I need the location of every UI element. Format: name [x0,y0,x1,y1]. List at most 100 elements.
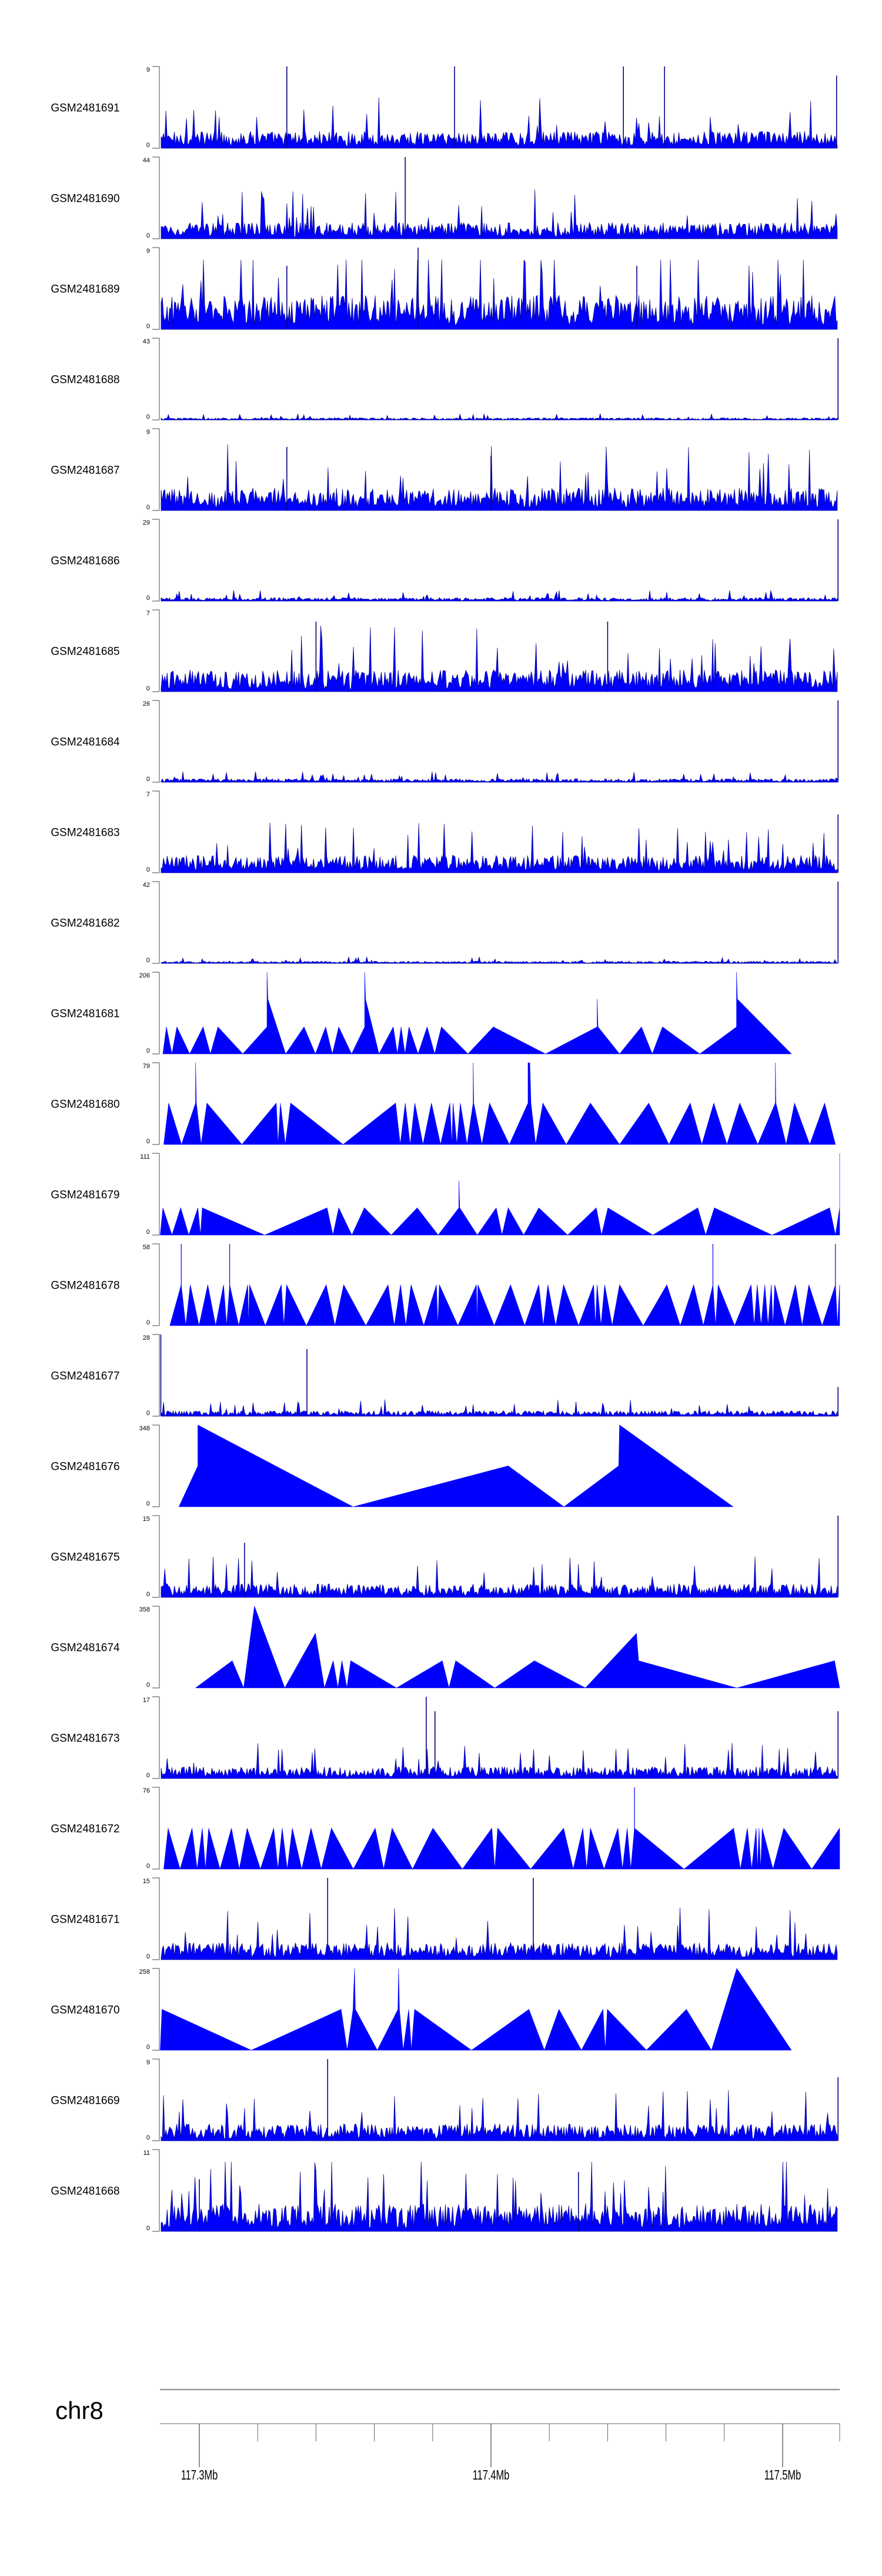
y-tick-label-zero: 0 [146,1138,150,1145]
signal-area [161,189,838,239]
track-label: GSM2481682 [51,917,119,930]
y-tick-label-max: 358 [139,1606,150,1613]
signal-area [161,259,838,330]
track-GSM2481668: GSM2481668 11 0 [51,2149,838,2232]
y-tick-label-max: 15 [143,1878,150,1885]
signal-area [161,444,838,511]
data-tracks: GSM248169190GSM2481690440GSM248168990GSM… [51,66,840,2232]
track-label: GSM2481685 [51,646,119,658]
y-tick-label-max: 206 [139,972,150,979]
y-tick-label-max: 43 [143,338,150,345]
track-label: GSM2481679 [51,1189,119,1202]
track-GSM2481677: GSM2481677 28 0 [51,1334,839,1417]
track-GSM2481680: GSM2481680 79 0 [51,1062,836,1146]
track-label: GSM2481675 [51,1551,119,1564]
track-label: GSM2481681 [51,1008,119,1020]
y-tick-label-zero: 0 [146,413,150,421]
track-label: GSM2481671 [51,1914,119,1926]
track-GSM2481685: GSM2481685 7 0 [51,609,838,692]
y-tick-label-zero: 0 [146,595,150,602]
y-tick-label-zero: 0 [146,504,150,511]
y-tick-label-zero: 0 [146,1047,150,1055]
y-tick-label-zero: 0 [146,1953,150,1960]
track-label: GSM2481677 [51,1370,119,1383]
genome-axis: chr8 117.3Mb 117.4Mb 117.5Mb [55,2388,840,2483]
y-tick-label-max: 9 [146,2059,150,2066]
signal-area [161,2161,838,2232]
y-tick-label-max: 11 [143,2150,150,2157]
y-tick-label-max: 42 [143,882,150,889]
track-GSM2481678: GSM2481678 58 0 [51,1243,840,1327]
y-tick-label-zero: 0 [146,1772,150,1779]
track-GSM2481676: GSM2481676 348 0 [51,1424,734,1507]
ruler-tick-label: 117.4Mb [473,2468,510,2482]
track-label: GSM2481669 [51,2095,119,2107]
y-tick-label-zero: 0 [146,323,150,330]
track-GSM2481673: GSM2481673 17 0 [51,1696,839,1779]
signal-area [161,1556,838,1598]
track-GSM2481674: GSM2481674 358 0 [51,1606,840,1689]
signal-area [161,97,838,149]
track-GSM2481669: GSM2481669 9 0 [51,2058,839,2141]
y-tick-label-max: 29 [143,519,150,526]
track-label: GSM2481684 [51,736,120,749]
y-tick-label-max: 111 [140,1153,150,1160]
y-tick-label-zero: 0 [146,1591,150,1598]
y-tick-label-zero: 0 [146,1500,150,1507]
track-label: GSM2481690 [51,193,119,205]
chromosome-label: chr8 [55,2397,103,2424]
y-tick-label-zero: 0 [146,776,150,783]
y-tick-label-max: 26 [143,700,150,708]
track-GSM2481683: GSM2481683 7 0 [51,790,839,873]
track-label: GSM2481673 [51,1733,119,1745]
signal-area [161,1743,838,1779]
track-GSM2481679: GSM2481679 111 0 [51,1153,840,1236]
y-tick-label-max: 58 [143,1244,150,1251]
track-label: GSM2481691 [51,102,119,115]
y-tick-label-max: 79 [143,1063,150,1070]
y-tick-label-zero: 0 [146,1410,150,1417]
track-GSM2481684: GSM2481684 26 0 [51,700,839,783]
y-tick-label-zero: 0 [146,866,150,873]
track-GSM2481688: GSM2481688 43 0 [51,338,839,421]
track-label: GSM2481686 [51,555,119,568]
y-tick-label-zero: 0 [146,1863,150,1870]
y-tick-label-zero: 0 [146,1319,150,1326]
ruler-tick-label: 117.3Mb [181,2468,218,2482]
y-tick-label-zero: 0 [146,2225,150,2232]
track-label: GSM2481688 [51,374,119,386]
y-tick-label-zero: 0 [146,2134,150,2141]
track-GSM2481691: GSM2481691 9 0 [51,66,838,149]
track-label: GSM2481689 [51,283,119,296]
ruler-tick-label: 117.5Mb [764,2468,801,2482]
y-tick-label-max: 15 [143,1516,150,1523]
track-GSM2481687: GSM2481687 9 0 [51,428,838,511]
signal-area [161,625,838,692]
track-label: GSM2481687 [51,465,119,477]
track-GSM2481689: GSM2481689 9 0 [51,247,838,330]
track-GSM2481675: GSM2481675 15 0 [51,1515,839,1598]
track-GSM2481682: GSM2481682 42 0 [51,881,839,964]
signal-area [161,771,838,783]
y-tick-label-max: 7 [146,791,150,798]
y-tick-label-max: 44 [143,157,150,164]
y-tick-label-zero: 0 [146,1681,150,1689]
y-tick-label-zero: 0 [146,1229,150,1236]
y-tick-label-max: 9 [146,248,150,255]
signal-area [163,1062,836,1146]
track-label: GSM2481676 [51,1461,119,1473]
signal-area [195,1606,840,1689]
signal-area [161,590,838,602]
track-label: GSM2481670 [51,2004,119,2017]
signal-area [162,972,792,1055]
signal-area [160,1153,840,1236]
signal-area [161,2090,838,2141]
track-GSM2481671: GSM2481671 15 0 [51,1877,838,1960]
y-tick-label-max: 17 [143,1697,150,1704]
track-label: GSM2481678 [51,1280,119,1292]
y-tick-label-zero: 0 [146,232,150,239]
signal-area [161,822,838,873]
signal-area [161,956,838,964]
